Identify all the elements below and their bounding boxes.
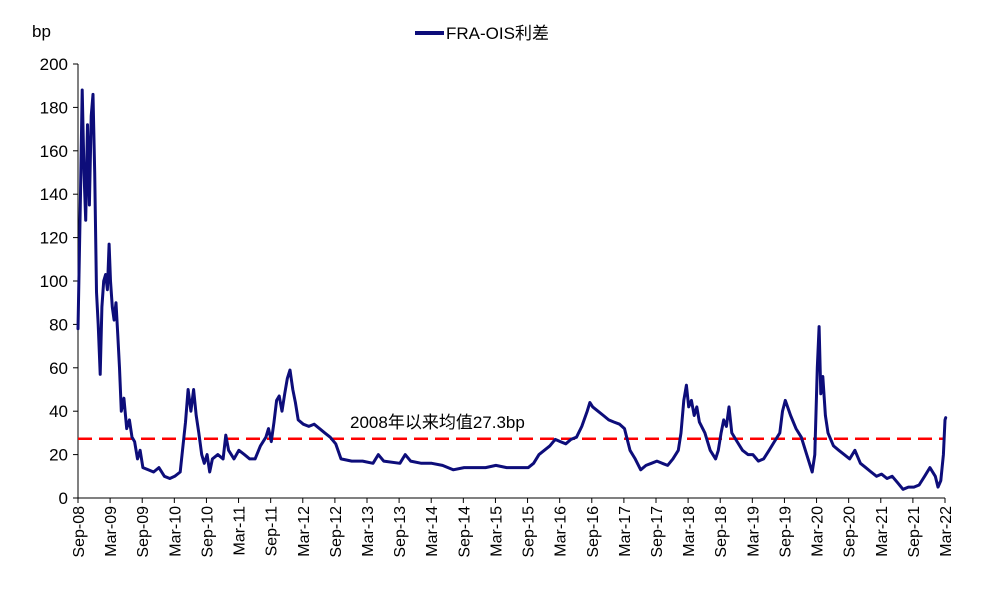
x-tick-label: Sep-11: [264, 506, 281, 557]
x-tick-label: Sep-15: [521, 506, 538, 558]
x-tick-label: Sep-19: [777, 506, 794, 558]
x-tick-label: Sep-10: [199, 506, 216, 558]
y-tick-label: 40: [49, 402, 68, 421]
y-tick-label: 100: [40, 272, 68, 291]
y-tick-label: 80: [49, 315, 68, 334]
y-tick-labels: 0 20 40 60 80 100 120 140 160 180 200: [40, 55, 68, 508]
y-tick-label: 180: [40, 98, 68, 117]
x-tick-label: Sep-14: [456, 506, 473, 558]
x-tick-label: Sep-17: [649, 506, 666, 558]
x-tick-label: Sep-13: [392, 506, 409, 558]
legend-label: FRA-OIS利差: [446, 24, 549, 43]
y-tick-label: 120: [40, 229, 68, 248]
x-tick-label: Mar-18: [681, 506, 698, 557]
y-tick-label: 200: [40, 55, 68, 74]
x-tick-label: Mar-14: [424, 506, 441, 557]
reference-line-label: 2008年以来均值27.3bp: [350, 413, 525, 432]
x-tick-label: Mar-19: [745, 506, 762, 557]
x-tick-label: Mar-09: [103, 506, 120, 557]
legend: FRA-OIS利差: [415, 24, 549, 43]
series-group: [76, 88, 948, 491]
x-tick-label: Mar-20: [810, 506, 827, 557]
y-tick-label: 140: [40, 185, 68, 204]
x-tick-label: Mar-10: [167, 506, 184, 557]
x-tick-label: Sep-18: [713, 506, 730, 558]
x-tick-label: Sep-20: [842, 506, 859, 558]
x-tick-label: Mar-21: [874, 506, 891, 557]
x-tick-label: Sep-21: [906, 506, 923, 558]
x-tick-label: Sep-09: [135, 506, 152, 558]
x-tick-label: Sep-16: [585, 506, 602, 558]
y-axis-label: bp: [32, 22, 51, 41]
x-tick-label: Mar-11: [232, 506, 249, 556]
x-tick-label: Mar-13: [360, 506, 377, 557]
x-tick-label: Mar-12: [296, 506, 313, 557]
x-tick-labels: Sep-08 Mar-09 Sep-09 Mar-10 Sep-10 Mar-11 Sep-…: [71, 506, 955, 558]
x-tick-label: Mar-15: [488, 506, 505, 557]
x-tick-label: Mar-16: [553, 506, 570, 557]
x-tick-label: Sep-12: [328, 506, 345, 558]
y-tick-label: 20: [49, 446, 68, 465]
y-tick-label: 160: [40, 142, 68, 161]
x-tick-label: Sep-08: [71, 506, 88, 558]
y-tick-label: 0: [59, 489, 68, 508]
x-tick-label: Mar-22: [938, 506, 955, 557]
series-line-0: [76, 88, 948, 491]
y-tick-label: 60: [49, 359, 68, 378]
x-tick-label: Mar-17: [617, 506, 634, 557]
